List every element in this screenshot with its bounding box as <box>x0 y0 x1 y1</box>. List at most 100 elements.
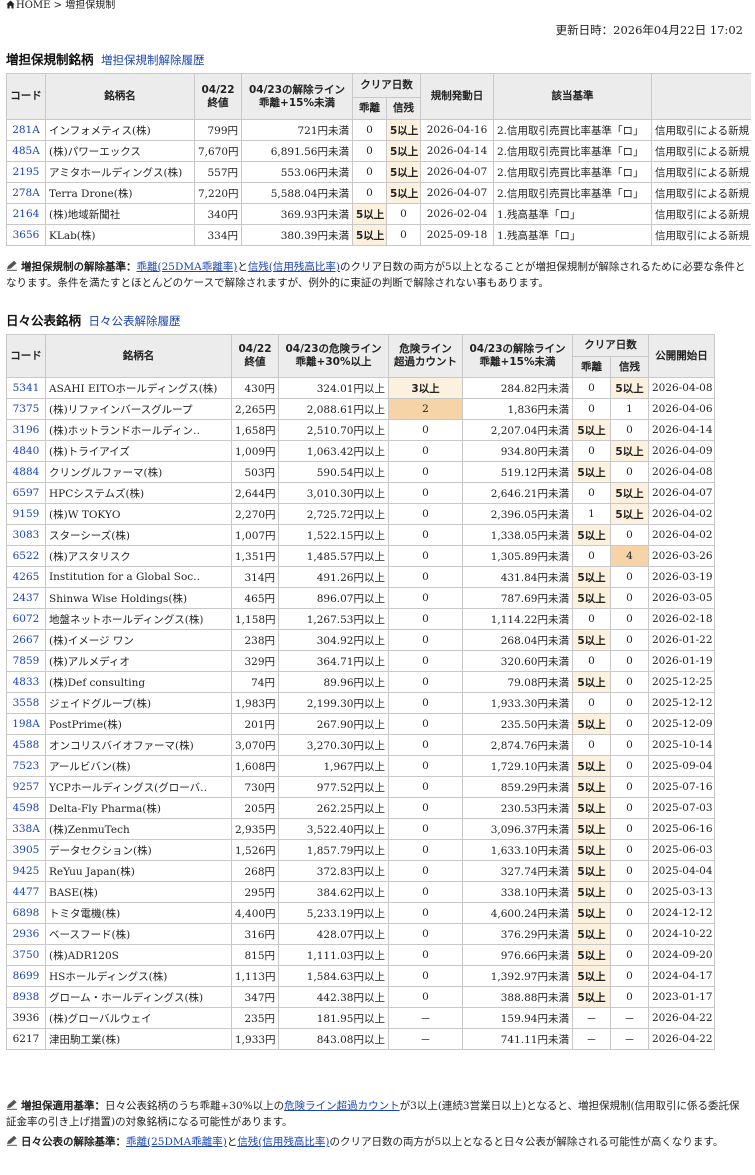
stock-code-link[interactable]: 9159 <box>12 508 40 520</box>
stock-code[interactable]: 2667 <box>6 629 46 651</box>
stock-code[interactable]: 9257 <box>6 776 46 798</box>
stock-code[interactable]: 485A <box>6 140 46 162</box>
stock-code[interactable]: 8938 <box>6 986 46 1008</box>
stock-code[interactable]: 4840 <box>6 440 46 462</box>
stock-code-link[interactable]: 4833 <box>12 676 40 688</box>
stock-code-link[interactable]: 3750 <box>12 949 40 961</box>
stock-code[interactable]: 3905 <box>6 839 46 861</box>
stock-code-link[interactable]: 5341 <box>12 382 40 394</box>
stock-code[interactable]: 4588 <box>6 734 46 756</box>
danger-line: 304.92円以上 <box>278 629 389 651</box>
stock-code[interactable]: 9159 <box>6 503 46 525</box>
stock-code-link[interactable]: 338A <box>12 823 40 835</box>
credit-days: 5以上 <box>386 119 421 141</box>
danger-line: 1,857.79円以上 <box>278 839 389 861</box>
stock-code-link[interactable]: 3083 <box>12 529 40 541</box>
stock-code-link[interactable]: 4840 <box>12 445 40 457</box>
deviation-days: 0 <box>572 398 611 420</box>
stock-code[interactable]: 5341 <box>6 377 46 399</box>
stock-code-link[interactable]: 7523 <box>12 760 40 772</box>
stock-code[interactable]: 2936 <box>6 923 46 945</box>
stock-code-link[interactable]: 6898 <box>12 907 40 919</box>
stock-code[interactable]: 7523 <box>6 755 46 777</box>
stock-code-link[interactable]: 4598 <box>12 802 40 814</box>
stock-code[interactable]: 4833 <box>6 671 46 693</box>
deviation-help-link[interactable]: 乖離(25DMA乖離率) <box>136 261 238 273</box>
stock-code-link[interactable]: 6072 <box>12 613 40 625</box>
stock-code[interactable]: 2164 <box>6 203 46 225</box>
stock-code[interactable]: 3750 <box>6 944 46 966</box>
stock-code[interactable]: 3656 <box>6 224 46 246</box>
stock-code-link[interactable]: 4477 <box>12 886 40 898</box>
section1-history-link[interactable]: 増担保規制解除履歴 <box>101 53 205 67</box>
stock-code[interactable]: 2437 <box>6 587 46 609</box>
stock-code[interactable]: 4598 <box>6 797 46 819</box>
stock-code-link[interactable]: 4884 <box>12 466 40 478</box>
stock-code-link[interactable]: 8938 <box>12 991 40 1003</box>
stock-code-link[interactable]: 4265 <box>12 571 40 583</box>
stock-code[interactable]: 338A <box>6 818 46 840</box>
table-row: 3750 (株)ADR120S 815円 1,111.03円以上 0 976.66円未満 5… <box>6 944 715 966</box>
stock-code[interactable]: 7859 <box>6 650 46 672</box>
credit-ratio-help-link[interactable]: 信残(信用残高比率) <box>237 1136 330 1148</box>
stock-code[interactable]: 198A <box>6 713 46 735</box>
stock-code[interactable]: 3558 <box>6 692 46 714</box>
stock-code-link[interactable]: 485A <box>12 145 40 157</box>
publish-start-date: 2025-09-04 <box>648 755 715 777</box>
stock-code[interactable]: 7375 <box>6 398 46 420</box>
danger-count: 0 <box>388 650 463 672</box>
stock-name: クリングルファーマ(株) <box>45 461 232 483</box>
stock-code[interactable]: 2195 <box>6 161 46 183</box>
publish-start-date: 2025-10-14 <box>648 734 715 756</box>
stock-code-link[interactable]: 281A <box>12 124 40 136</box>
danger-line: 3,522.40円以上 <box>278 818 389 840</box>
stock-code-link[interactable]: 7375 <box>12 403 40 415</box>
stock-code-link[interactable]: 3558 <box>12 697 40 709</box>
breadcrumb-home-link[interactable]: HOME <box>16 0 51 11</box>
stock-code-link[interactable]: 8699 <box>12 970 40 982</box>
stock-code[interactable]: 281A <box>6 119 46 141</box>
stock-code-link[interactable]: 3905 <box>12 844 40 856</box>
danger-count-help-link[interactable]: 危険ライン超過カウント <box>284 1100 400 1112</box>
stock-code[interactable]: 6898 <box>6 902 46 924</box>
stock-code-link[interactable]: 198A <box>12 718 40 730</box>
section1-tbody: 281A インフォメティス(株) 799円 721円未満 0 5以上 2026-04-16 2… <box>6 119 751 246</box>
stock-code-link[interactable]: 2667 <box>12 634 40 646</box>
section2-history-link[interactable]: 日々公表解除履歴 <box>88 314 181 328</box>
stock-code[interactable]: 278A <box>6 182 46 204</box>
stock-code-link[interactable]: 9257 <box>12 781 40 793</box>
stock-code[interactable]: 4477 <box>6 881 46 903</box>
stock-code-link[interactable]: 3196 <box>12 424 40 436</box>
credit-days: 0 <box>610 713 649 735</box>
stock-code-link[interactable]: 3656 <box>12 229 40 241</box>
stock-code-link[interactable]: 2936 <box>12 928 40 940</box>
stock-code[interactable]: 6522 <box>6 545 46 567</box>
stock-code-link[interactable]: 9425 <box>12 865 40 877</box>
release-line: 1,114.22円未満 <box>462 608 573 630</box>
credit-ratio-help-link[interactable]: 信残(信用残高比率) <box>247 261 341 273</box>
release-line: 268.04円未満 <box>462 629 573 651</box>
criteria: 1.残高基準「ロ」 <box>493 203 652 225</box>
stock-code[interactable]: 4265 <box>6 566 46 588</box>
stock-code-link[interactable]: 2195 <box>12 166 40 178</box>
stock-code-link[interactable]: 6522 <box>12 550 40 562</box>
stock-code-link[interactable]: 7859 <box>12 655 40 667</box>
deviation-help-link[interactable]: 乖離(25DMA乖離率) <box>126 1136 227 1148</box>
section2-th-credit: 信残 <box>610 356 649 378</box>
stock-code[interactable]: 9425 <box>6 860 46 882</box>
stock-code[interactable]: 6072 <box>6 608 46 630</box>
table-row: 4588 オンコリスバイオファーマ(株) 3,070円 3,270.30円以上 0 2,8… <box>6 734 715 756</box>
stock-code[interactable]: 8699 <box>6 965 46 987</box>
stock-code-link[interactable]: 2164 <box>12 208 40 220</box>
stock-code-link[interactable]: 6597 <box>12 487 40 499</box>
section2-th-code: コード <box>6 334 46 378</box>
stock-code-link[interactable]: 4588 <box>12 739 40 751</box>
danger-line: 372.83円以上 <box>278 860 389 882</box>
stock-code-link[interactable]: 278A <box>12 187 40 199</box>
stock-code[interactable]: 3083 <box>6 524 46 546</box>
stock-code[interactable]: 4884 <box>6 461 46 483</box>
stock-code[interactable]: 3196 <box>6 419 46 441</box>
stock-code[interactable]: 6597 <box>6 482 46 504</box>
stock-code-link[interactable]: 2437 <box>12 592 40 604</box>
close-price: 503円 <box>231 461 279 483</box>
